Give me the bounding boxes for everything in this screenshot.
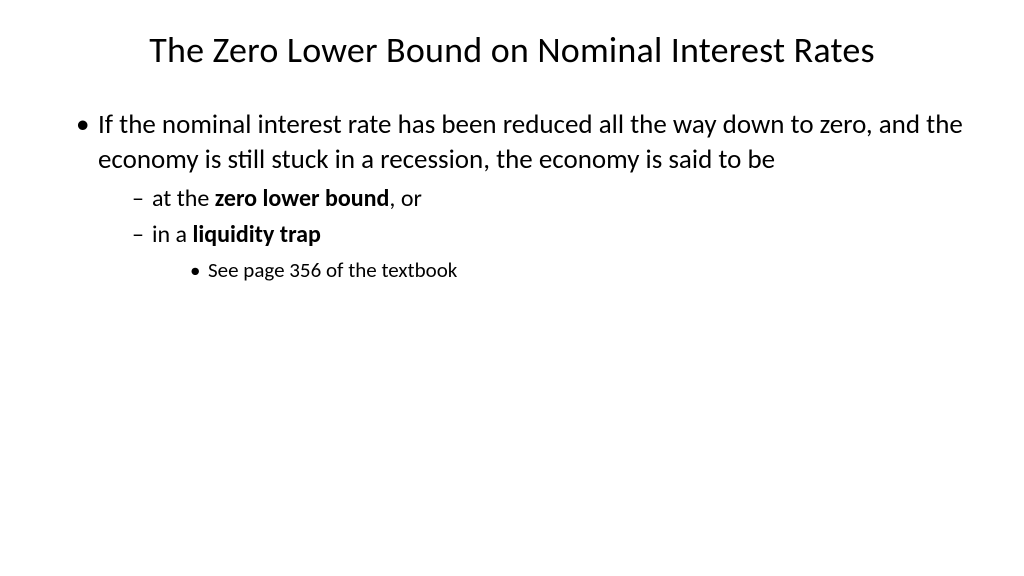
bullet-text-pre: at the <box>152 184 215 213</box>
slide-title: The Zero Lower Bound on Nominal Interest… <box>48 28 976 72</box>
bullet-list-lvl3: See page 356 of the textbook <box>152 256 976 284</box>
bullet-text: If the nominal interest rate has been re… <box>98 108 963 176</box>
bullet-item: If the nominal interest rate has been re… <box>76 108 976 284</box>
bullet-item: in a liquidity trap See page 356 of the … <box>132 219 976 284</box>
bullet-text-bold: zero lower bound <box>215 184 390 213</box>
bullet-text-post: , or <box>389 184 421 213</box>
bullet-text-pre: in a <box>152 220 192 249</box>
bullet-list-lvl1: If the nominal interest rate has been re… <box>48 108 976 284</box>
bullet-text: See page 356 of the textbook <box>208 257 457 283</box>
bullet-item: at the zero lower bound, or <box>132 183 976 215</box>
bullet-text-bold: liquidity trap <box>192 220 320 249</box>
slide: The Zero Lower Bound on Nominal Interest… <box>0 0 1024 576</box>
bullet-item: See page 356 of the textbook <box>190 256 976 284</box>
bullet-list-lvl2: at the zero lower bound, or in a liquidi… <box>98 183 976 284</box>
